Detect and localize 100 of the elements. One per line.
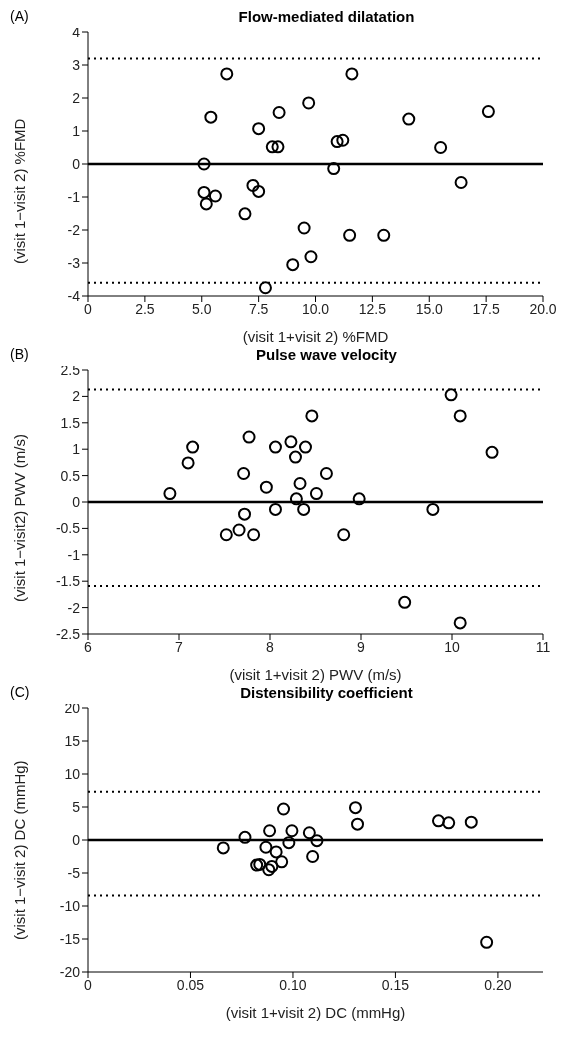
text: (A): [10, 8, 29, 24]
point: [199, 197, 213, 211]
point: [285, 824, 299, 838]
point: [319, 466, 333, 480]
text: (B): [10, 346, 29, 362]
y-tick-label: -1.5: [55, 573, 81, 590]
y-tick-label: -1: [67, 546, 81, 563]
point: [268, 440, 282, 454]
point: [220, 67, 234, 81]
point: [216, 841, 230, 855]
point: [219, 528, 233, 542]
point: [298, 440, 312, 454]
y-tick-label: -1: [67, 188, 81, 205]
y-tick-label: -20: [59, 963, 81, 980]
y-tick-label: 3: [72, 56, 81, 73]
point: [265, 859, 279, 873]
point: [275, 855, 289, 869]
point: [197, 185, 211, 199]
x-tick-label: 12.5: [358, 300, 387, 317]
point: [480, 935, 494, 949]
text: (C): [10, 684, 30, 700]
x-axis-title: (visit 1+visit 2) DC (mmHg): [225, 1004, 406, 1021]
x-tick-label: 0.05: [176, 976, 205, 993]
point: [352, 492, 366, 506]
point: [259, 840, 273, 854]
x-tick-label: 10: [444, 638, 460, 655]
point: [252, 122, 266, 136]
point: [309, 487, 323, 501]
point: [348, 801, 362, 815]
point: [232, 523, 246, 537]
x-tick-label: 15.0: [415, 300, 444, 317]
x-axis-title: (visit 1+visit 2) PWV (m/s): [229, 666, 402, 683]
x-tick-label: 0.10: [279, 976, 307, 993]
point: [337, 528, 351, 542]
x-tick-label: 0: [84, 976, 93, 993]
point: [272, 106, 286, 120]
point: [306, 850, 320, 863]
chart-title: Distensibility coefficient: [240, 684, 413, 701]
point: [297, 221, 311, 235]
point: [265, 140, 279, 154]
x-tick-label: 17.5: [472, 300, 500, 317]
point: [302, 826, 316, 840]
x-axis-title: (visit 1+visit 2) %FMD: [242, 328, 389, 345]
point: [293, 477, 307, 491]
point: [305, 409, 319, 423]
point: [398, 595, 412, 609]
y-tick-label: 4: [72, 23, 81, 40]
chart-title: Flow-mediated dilatation: [238, 8, 415, 25]
point: [238, 207, 252, 221]
x-tick-label: 0.15: [381, 976, 410, 993]
y-tick-label: -3: [67, 254, 81, 271]
point: [330, 135, 344, 149]
y-tick-label: 2: [72, 89, 81, 106]
y-tick-label: 0: [72, 155, 81, 172]
x-tick-label: 0: [84, 300, 93, 317]
point: [297, 502, 311, 516]
y-axis-title: (visit 1−visit 2) %FMD: [11, 118, 29, 264]
point: [246, 178, 260, 192]
point: [431, 814, 445, 828]
y-tick-label: 10: [64, 765, 81, 782]
y-tick-label: 0: [72, 493, 81, 510]
point: [336, 133, 350, 147]
x-tick-label: 20.0: [529, 300, 557, 317]
point: [343, 228, 357, 242]
point: [252, 184, 266, 198]
point: [269, 845, 283, 859]
point: [181, 456, 195, 470]
point: [247, 528, 261, 542]
point: [402, 112, 416, 126]
point: [310, 834, 324, 848]
point: [289, 492, 303, 506]
y-tick-label: 1: [72, 122, 81, 139]
y-tick-label: -2.5: [55, 625, 81, 642]
y-tick-label: 2: [72, 388, 81, 405]
point: [286, 258, 300, 272]
point: [186, 440, 200, 454]
x-tick-label: 10.0: [301, 300, 330, 317]
y-tick-label: 5: [72, 798, 81, 815]
x-tick-label: 9: [357, 638, 366, 655]
x-tick-label: 8: [266, 638, 275, 655]
y-tick-label: 20: [64, 699, 81, 716]
y-tick-label: 0.5: [60, 467, 81, 484]
x-tick-label: 11: [535, 638, 551, 655]
point: [288, 450, 302, 464]
point: [442, 816, 456, 830]
point: [351, 817, 365, 831]
y-tick-label: -5: [67, 864, 81, 881]
y-tick-label: 15: [64, 732, 81, 749]
y-axis-title: (visit 1−visit 2) DC (mmHg): [11, 760, 29, 940]
x-tick-label: 5.0: [192, 300, 212, 317]
point: [485, 445, 499, 459]
y-tick-label: -2: [67, 599, 81, 616]
point: [263, 824, 277, 838]
point: [345, 67, 359, 81]
point: [242, 430, 256, 444]
point: [197, 157, 211, 171]
point: [262, 863, 276, 877]
point: [238, 507, 252, 521]
y-tick-label: -2: [67, 221, 81, 238]
point: [204, 110, 218, 124]
